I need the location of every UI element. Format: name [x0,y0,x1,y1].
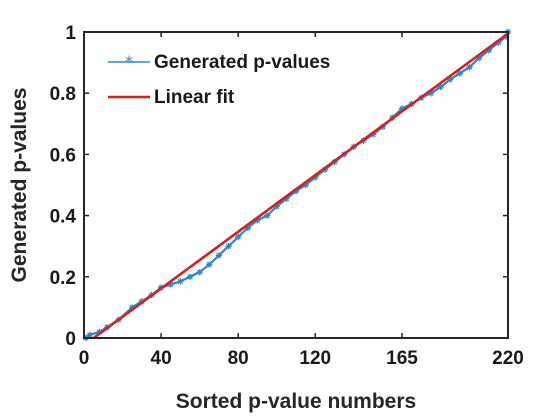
series-line-linear-fit [92,32,509,340]
y-tick-label: 0.6 [50,145,76,166]
legend-label-generated: Generated p-values [154,52,330,73]
y-tick-label: 0.8 [50,84,76,105]
data-point-40 [466,63,473,71]
x-tick-label: 0 [79,348,90,369]
data-point-14 [215,252,223,259]
x-tick-label: 120 [299,348,331,369]
data-point-15 [225,243,232,250]
legend: * Generated p-values Linear fit [108,52,330,108]
data-point-19 [263,212,271,219]
y-tick-label: 0 [65,329,76,350]
y-tick-label: 0.2 [50,268,76,289]
data-point-12 [196,269,203,276]
legend-star-marker: * [125,52,133,71]
data-point-16 [234,233,242,241]
x-tick-label: 80 [228,348,249,369]
data-point-10 [177,278,184,285]
y-axis-title: Generated p-values [8,88,31,283]
plot-area [82,28,512,342]
y-tick-label: 0.4 [50,207,77,228]
x-tick-label: 165 [386,348,418,369]
data-point-11 [186,273,194,280]
ticks: 0 40 80 120 165 220 0 0.2 0.4 0.6 0.8 1 [50,23,524,369]
data-point-39 [456,70,464,77]
data-point-13 [206,261,213,268]
x-tick-label: 220 [492,348,524,369]
axes-box [83,31,509,339]
legend-label-linear-fit: Linear fit [154,87,235,108]
y-tick-label: 1 [65,23,76,44]
x-tick-label: 40 [151,348,172,369]
axes [83,31,509,339]
x-axis-title: Sorted p-value numbers [176,390,416,413]
